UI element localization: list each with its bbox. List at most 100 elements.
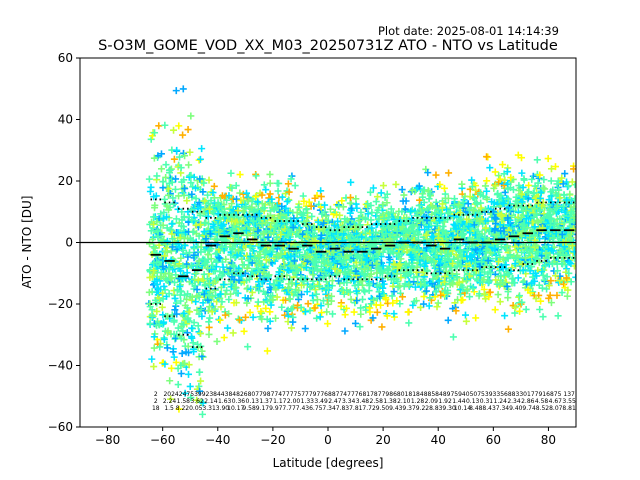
data-point [188, 324, 196, 332]
data-point [175, 192, 183, 200]
data-point [204, 306, 212, 314]
data-point [189, 228, 197, 236]
data-point [145, 175, 153, 183]
data-point [157, 150, 165, 158]
data-point [539, 271, 547, 279]
data-point [171, 294, 179, 302]
data-point [159, 263, 167, 271]
data-point [217, 221, 225, 229]
data-point [206, 230, 214, 238]
data-point [150, 193, 158, 201]
data-point [216, 290, 224, 298]
data-point [264, 272, 272, 280]
data-point [190, 173, 198, 181]
data-point [219, 263, 227, 271]
x-tick-label: 60 [486, 433, 501, 447]
bin-count-label: 2475 [179, 391, 194, 398]
data-point [212, 263, 220, 271]
data-point [161, 252, 169, 260]
data-point [301, 325, 309, 333]
data-point [196, 155, 204, 163]
data-point [175, 405, 183, 413]
data-point [153, 307, 161, 315]
bin-count-label: 2.00 [287, 398, 301, 405]
data-point [199, 188, 207, 196]
data-point [188, 216, 196, 224]
data-point [494, 291, 502, 299]
data-point [192, 195, 200, 203]
data-point [199, 399, 207, 407]
data-point [204, 200, 212, 208]
data-point [481, 182, 489, 190]
data-point [198, 145, 206, 153]
data-point [258, 200, 266, 208]
data-point [180, 176, 188, 184]
data-point [206, 314, 214, 322]
data-point [311, 304, 319, 312]
data-point [292, 249, 300, 257]
data-point [218, 243, 226, 251]
data-point [266, 199, 274, 207]
data-point [283, 197, 291, 205]
data-point [225, 192, 233, 200]
data-point [174, 205, 182, 213]
data-point [174, 324, 182, 332]
data-point [201, 219, 209, 227]
data-point [298, 290, 306, 298]
data-point [161, 286, 169, 294]
bin-count-label: 8.43 [482, 405, 496, 412]
bin-count-label: 1.92 [438, 398, 452, 405]
data-point [276, 211, 284, 219]
data-point [150, 220, 158, 228]
data-point [295, 203, 303, 211]
data-point [209, 279, 217, 287]
data-point [544, 155, 552, 163]
data-point [163, 224, 171, 232]
data-point [309, 229, 317, 237]
bin-count-label: 9.22 [416, 405, 430, 412]
x-tick-label: −60 [150, 433, 175, 447]
data-point [249, 313, 257, 321]
data-point [180, 223, 188, 231]
data-point [295, 286, 303, 294]
data-point [148, 355, 156, 363]
bin-count-label: 7.34 [496, 405, 510, 412]
data-point [177, 267, 185, 275]
data-point [173, 146, 181, 154]
data-point [167, 395, 175, 403]
data-point [160, 319, 168, 327]
data-point [155, 122, 163, 130]
data-point [244, 343, 252, 351]
data-point [177, 164, 185, 172]
data-point [361, 288, 369, 296]
data-point [281, 311, 289, 319]
bin-count-label: 1.5 [164, 405, 174, 412]
data-point [297, 303, 305, 311]
data-point [243, 299, 251, 307]
data-point [255, 282, 263, 290]
data-point [168, 311, 176, 319]
data-point [257, 307, 265, 315]
bin-count-label: 0.13 [246, 398, 260, 405]
data-point [229, 329, 237, 337]
data-point [181, 152, 189, 160]
data-point [458, 180, 466, 188]
data-point [205, 291, 213, 299]
data-point [163, 276, 171, 284]
data-point [201, 197, 209, 205]
data-point [268, 195, 276, 203]
bin-count-label: 0.31 [480, 398, 494, 405]
data-point [189, 462, 196, 469]
data-point [272, 222, 280, 230]
data-point [288, 324, 296, 332]
data-point [151, 201, 159, 209]
bin-count-label: 8.48 [469, 405, 483, 412]
data-point [324, 320, 332, 328]
bin-count-label: 5688 [500, 391, 515, 398]
bin-count-label: 1.24 [494, 398, 508, 405]
data-point [183, 436, 190, 443]
data-point [173, 310, 181, 318]
data-point [264, 233, 272, 241]
data-point [270, 214, 278, 222]
data-point [191, 282, 199, 290]
